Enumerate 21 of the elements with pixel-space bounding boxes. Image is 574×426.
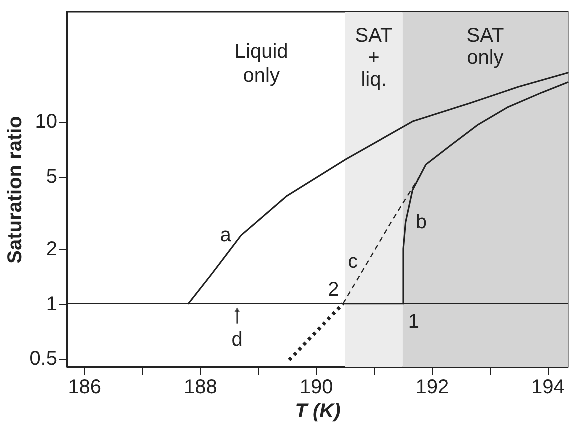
x-axis-title: T (K) <box>295 400 342 422</box>
y-tick-label: 5 <box>46 166 58 188</box>
x-tick-label: 188 <box>184 376 218 398</box>
series-label: c <box>348 250 358 273</box>
annotation: 2 <box>328 278 340 301</box>
y-tick-label: 0.5 <box>30 348 58 370</box>
series-label: b <box>416 211 427 234</box>
legend-label: d <box>232 328 243 351</box>
y-tick-label: 2 <box>46 238 58 260</box>
x-tick-label: 190 <box>300 376 334 398</box>
y-tick-label: 1 <box>46 293 58 316</box>
annotation: 1 <box>408 310 420 333</box>
x-tick-label: 192 <box>416 376 450 398</box>
y-axis-title: Saturation ratio <box>4 116 27 264</box>
annotation: Liquid only <box>234 41 288 87</box>
band-label: SAT + liq. <box>355 25 393 91</box>
x-tick-label: 186 <box>68 376 102 398</box>
x-tick-label: 194 <box>532 376 565 398</box>
series-label: a <box>220 224 232 247</box>
band-label: SAT only <box>466 25 504 69</box>
y-tick-label: 10 <box>35 111 58 134</box>
